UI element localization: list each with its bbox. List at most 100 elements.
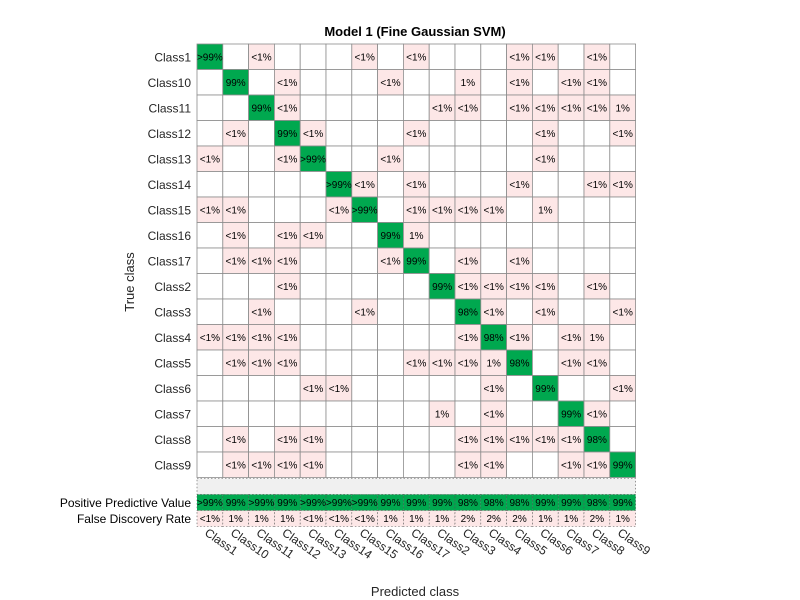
matrix-cell [402, 324, 430, 351]
matrix-cell [299, 349, 327, 376]
matrix-cell [325, 349, 353, 376]
matrix-cell [325, 145, 353, 172]
matrix-cell [428, 43, 456, 70]
cell-value-label: <1% [277, 282, 297, 293]
matrix-cell [377, 69, 404, 96]
cell-value-label: <1% [484, 307, 504, 318]
summary-value-label: 2% [590, 514, 605, 525]
matrix-cell [196, 324, 224, 351]
matrix-cell [402, 120, 430, 147]
cell-value-label: <1% [406, 129, 426, 140]
matrix-cell [222, 222, 250, 249]
matrix-cell [454, 349, 482, 376]
matrix-cell [196, 349, 224, 376]
matrix-cell [325, 400, 353, 427]
matrix-cell [248, 69, 275, 96]
summary-value-label: <1% [200, 514, 220, 525]
matrix-cell [506, 298, 533, 325]
matrix-cell [248, 273, 275, 300]
matrix-cell [506, 222, 533, 249]
matrix-cell [402, 451, 430, 478]
matrix-cell [325, 222, 353, 249]
matrix-cell [377, 298, 404, 325]
cell-value-label: <1% [587, 180, 607, 191]
matrix-cell [377, 451, 404, 478]
matrix-cell [273, 171, 301, 198]
matrix-cell [532, 298, 559, 325]
summary-cell [609, 494, 636, 511]
matrix-cell [222, 298, 250, 325]
cell-value-label: <1% [458, 205, 478, 216]
summary-rows: Positive Predictive Value >99% 99% >99% 99% >… [60, 478, 636, 527]
matrix-cell [532, 69, 559, 96]
matrix-cell [506, 349, 533, 376]
matrix-cell [222, 94, 250, 121]
summary-cell [480, 510, 507, 527]
cell-value-label: <1% [251, 358, 271, 369]
matrix-cell [222, 247, 250, 274]
matrix-cell [402, 69, 430, 96]
summary-value-label: >99% [249, 498, 275, 509]
matrix-cell [377, 324, 404, 351]
matrix-cell [325, 324, 353, 351]
cell-value-label: <1% [277, 333, 297, 344]
cell-value-label: <1% [406, 358, 426, 369]
cell-value-label: <1% [587, 282, 607, 293]
matrix-cell [506, 69, 533, 96]
matrix-cell [557, 426, 585, 453]
y-tick-label: Class17 [148, 254, 192, 268]
cell-value-label: <1% [509, 435, 529, 446]
y-tick-label: Class9 [154, 458, 191, 472]
matrix-cell [532, 43, 559, 70]
matrix-cell [609, 426, 636, 453]
matrix-cell [273, 324, 301, 351]
summary-value-label: >99% [300, 498, 326, 509]
summary-value-label: 2% [486, 514, 501, 525]
cell-value-label: <1% [251, 460, 271, 471]
cell-value-label: <1% [561, 460, 581, 471]
y-tick-label: Class2 [154, 280, 191, 294]
cell-value-label: <1% [329, 384, 349, 395]
y-tick-label: Class4 [154, 331, 191, 345]
matrix-cell [609, 298, 636, 325]
summary-row-label: False Discovery Rate [77, 512, 191, 526]
matrix-cell [583, 94, 611, 121]
summary-value-label: 1% [615, 514, 630, 525]
matrix-cell [377, 273, 404, 300]
matrix-cell [480, 247, 507, 274]
cell-value-label: <1% [458, 435, 478, 446]
chart-title: Model 1 (Fine Gaussian SVM) [324, 24, 505, 39]
matrix-cell [506, 324, 533, 351]
cell-value-label: <1% [458, 333, 478, 344]
cell-value-label: <1% [406, 180, 426, 191]
matrix-cell [196, 43, 224, 70]
matrix-cell [609, 247, 636, 274]
matrix-cell [222, 375, 250, 402]
y-tick-label: Class8 [154, 433, 191, 447]
matrix-cell [583, 120, 611, 147]
matrix-cell [454, 451, 482, 478]
cell-value-label: <1% [303, 129, 323, 140]
matrix-cell [325, 451, 353, 478]
matrix-cell [480, 69, 507, 96]
matrix-cell [351, 400, 378, 427]
cell-value-label: <1% [432, 103, 452, 114]
cell-value-label: <1% [380, 256, 400, 267]
cell-value-label: <1% [200, 154, 220, 165]
cell-value-label: <1% [432, 205, 452, 216]
summary-value-label: 1% [564, 514, 579, 525]
matrix-cell [609, 349, 636, 376]
summary-cell [196, 510, 224, 527]
cell-value-label: 98% [587, 435, 607, 446]
matrix-cell [325, 273, 353, 300]
matrix-cell [273, 375, 301, 402]
matrix-cell [248, 375, 275, 402]
matrix-cell [402, 298, 430, 325]
y-axis-label: True class [122, 252, 137, 312]
matrix-cell [557, 196, 585, 223]
y-tick-label: Class16 [148, 229, 192, 243]
cell-value-label: <1% [251, 333, 271, 344]
summary-cell [532, 494, 559, 511]
summary-cell [222, 510, 249, 527]
matrix-cell [273, 426, 301, 453]
